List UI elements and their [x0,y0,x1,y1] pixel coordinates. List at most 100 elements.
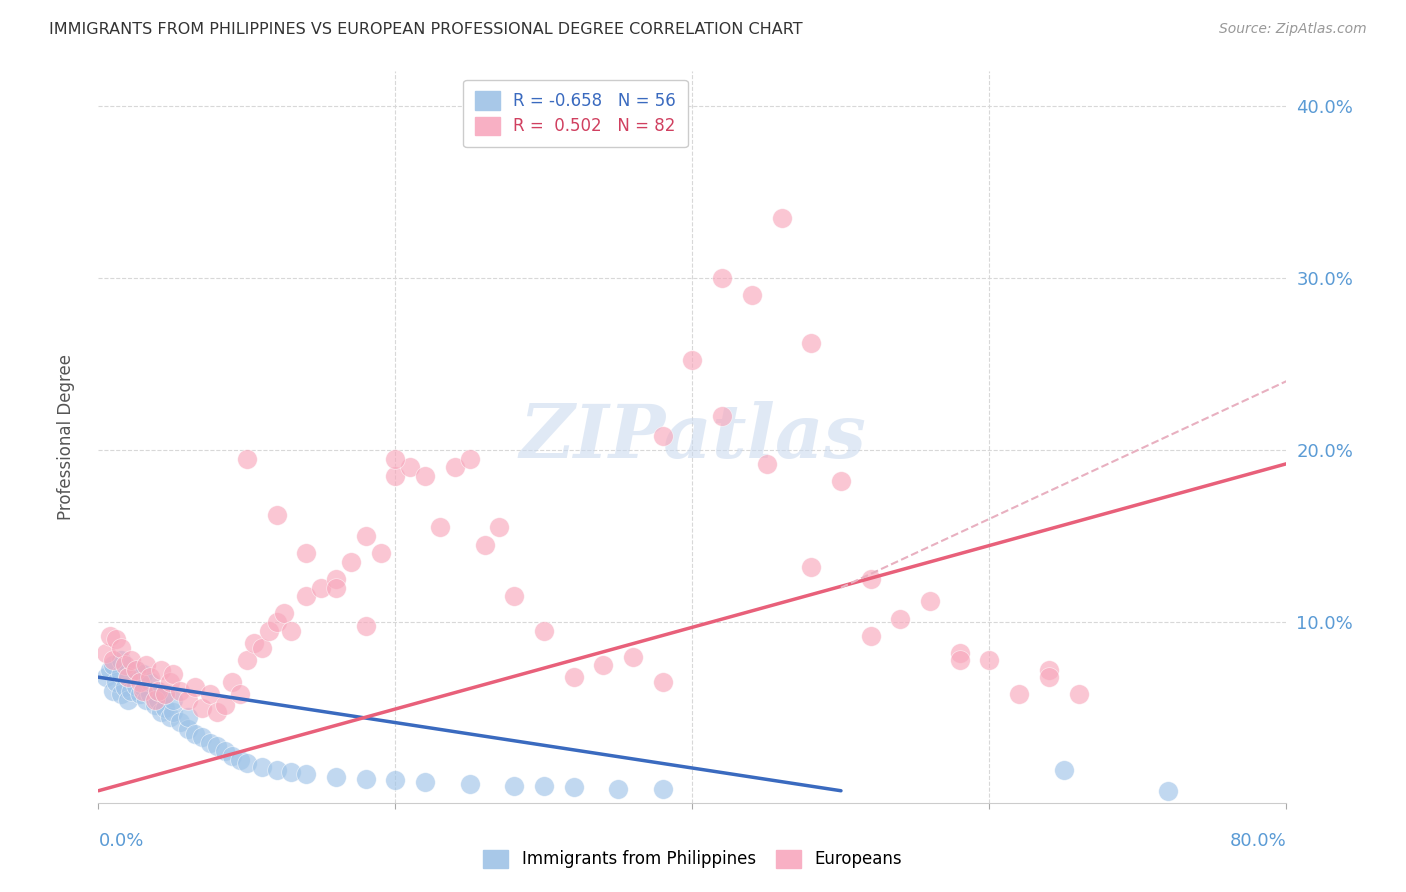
Point [280,764,302,779]
Point [143,692,166,706]
Point [98,629,121,643]
Point [266,763,288,777]
Point [139,675,162,690]
Point [124,679,146,693]
Point [110,653,132,667]
Point [146,684,169,698]
Point [533,624,555,638]
Point [621,649,644,664]
Point [370,546,392,560]
Point [114,681,136,695]
Point [682,353,704,368]
Point [146,692,169,706]
Point [920,594,942,608]
Point [198,687,221,701]
Point [124,663,146,677]
Point [413,775,436,789]
Point [755,457,778,471]
Point [176,692,198,706]
Point [354,618,377,632]
Point [155,687,177,701]
Point [117,670,139,684]
Point [266,508,288,523]
Point [1008,687,1031,701]
Point [243,636,266,650]
Point [354,772,377,786]
Point [236,756,259,771]
Point [135,658,157,673]
Point [1067,687,1090,701]
Point [162,666,184,681]
Point [236,451,259,466]
Point [132,666,155,681]
Text: Source: ZipAtlas.com: Source: ZipAtlas.com [1219,22,1367,37]
Point [105,675,128,690]
Point [1038,670,1060,684]
Point [429,520,451,534]
Point [711,271,734,285]
Point [399,460,422,475]
Point [295,589,318,603]
Point [592,658,614,673]
Point [120,653,142,667]
Point [651,675,673,690]
Point [384,451,406,466]
Point [503,589,526,603]
Point [124,663,146,677]
Point [273,607,295,621]
Point [295,766,318,780]
Point [176,710,198,724]
Point [117,670,139,684]
Point [800,560,823,574]
Point [169,714,191,729]
Point [221,749,243,764]
Point [169,684,191,698]
Point [94,646,117,660]
Point [155,687,177,701]
Point [830,474,852,488]
Point [132,681,155,695]
Point [562,670,585,684]
Point [143,698,166,712]
Point [384,468,406,483]
Point [458,451,481,466]
Point [859,572,882,586]
Point [325,770,347,784]
Point [607,782,630,797]
Point [129,687,152,701]
Point [859,629,882,643]
Text: ZIPatlas: ZIPatlas [519,401,866,474]
Point [120,684,142,698]
Point [295,546,318,560]
Point [770,211,793,225]
Point [149,705,172,719]
Point [146,684,169,698]
Text: 0.0%: 0.0% [98,832,143,850]
Point [135,692,157,706]
Point [198,735,221,749]
Point [155,701,177,715]
Point [503,779,526,793]
Point [191,731,214,745]
Point [651,429,673,443]
Point [184,727,207,741]
Point [139,670,162,684]
Point [132,684,155,698]
Point [741,288,763,302]
Point [159,675,181,690]
Point [139,687,162,701]
Point [236,653,259,667]
Y-axis label: Professional Degree: Professional Degree [56,354,75,520]
Point [711,409,734,423]
Point [117,692,139,706]
Point [325,581,347,595]
Point [250,640,273,655]
Point [94,670,117,684]
Point [266,615,288,629]
Point [214,744,236,758]
Point [651,782,673,797]
Point [1156,783,1178,797]
Point [1053,763,1076,777]
Point [221,675,243,690]
Point [214,698,236,712]
